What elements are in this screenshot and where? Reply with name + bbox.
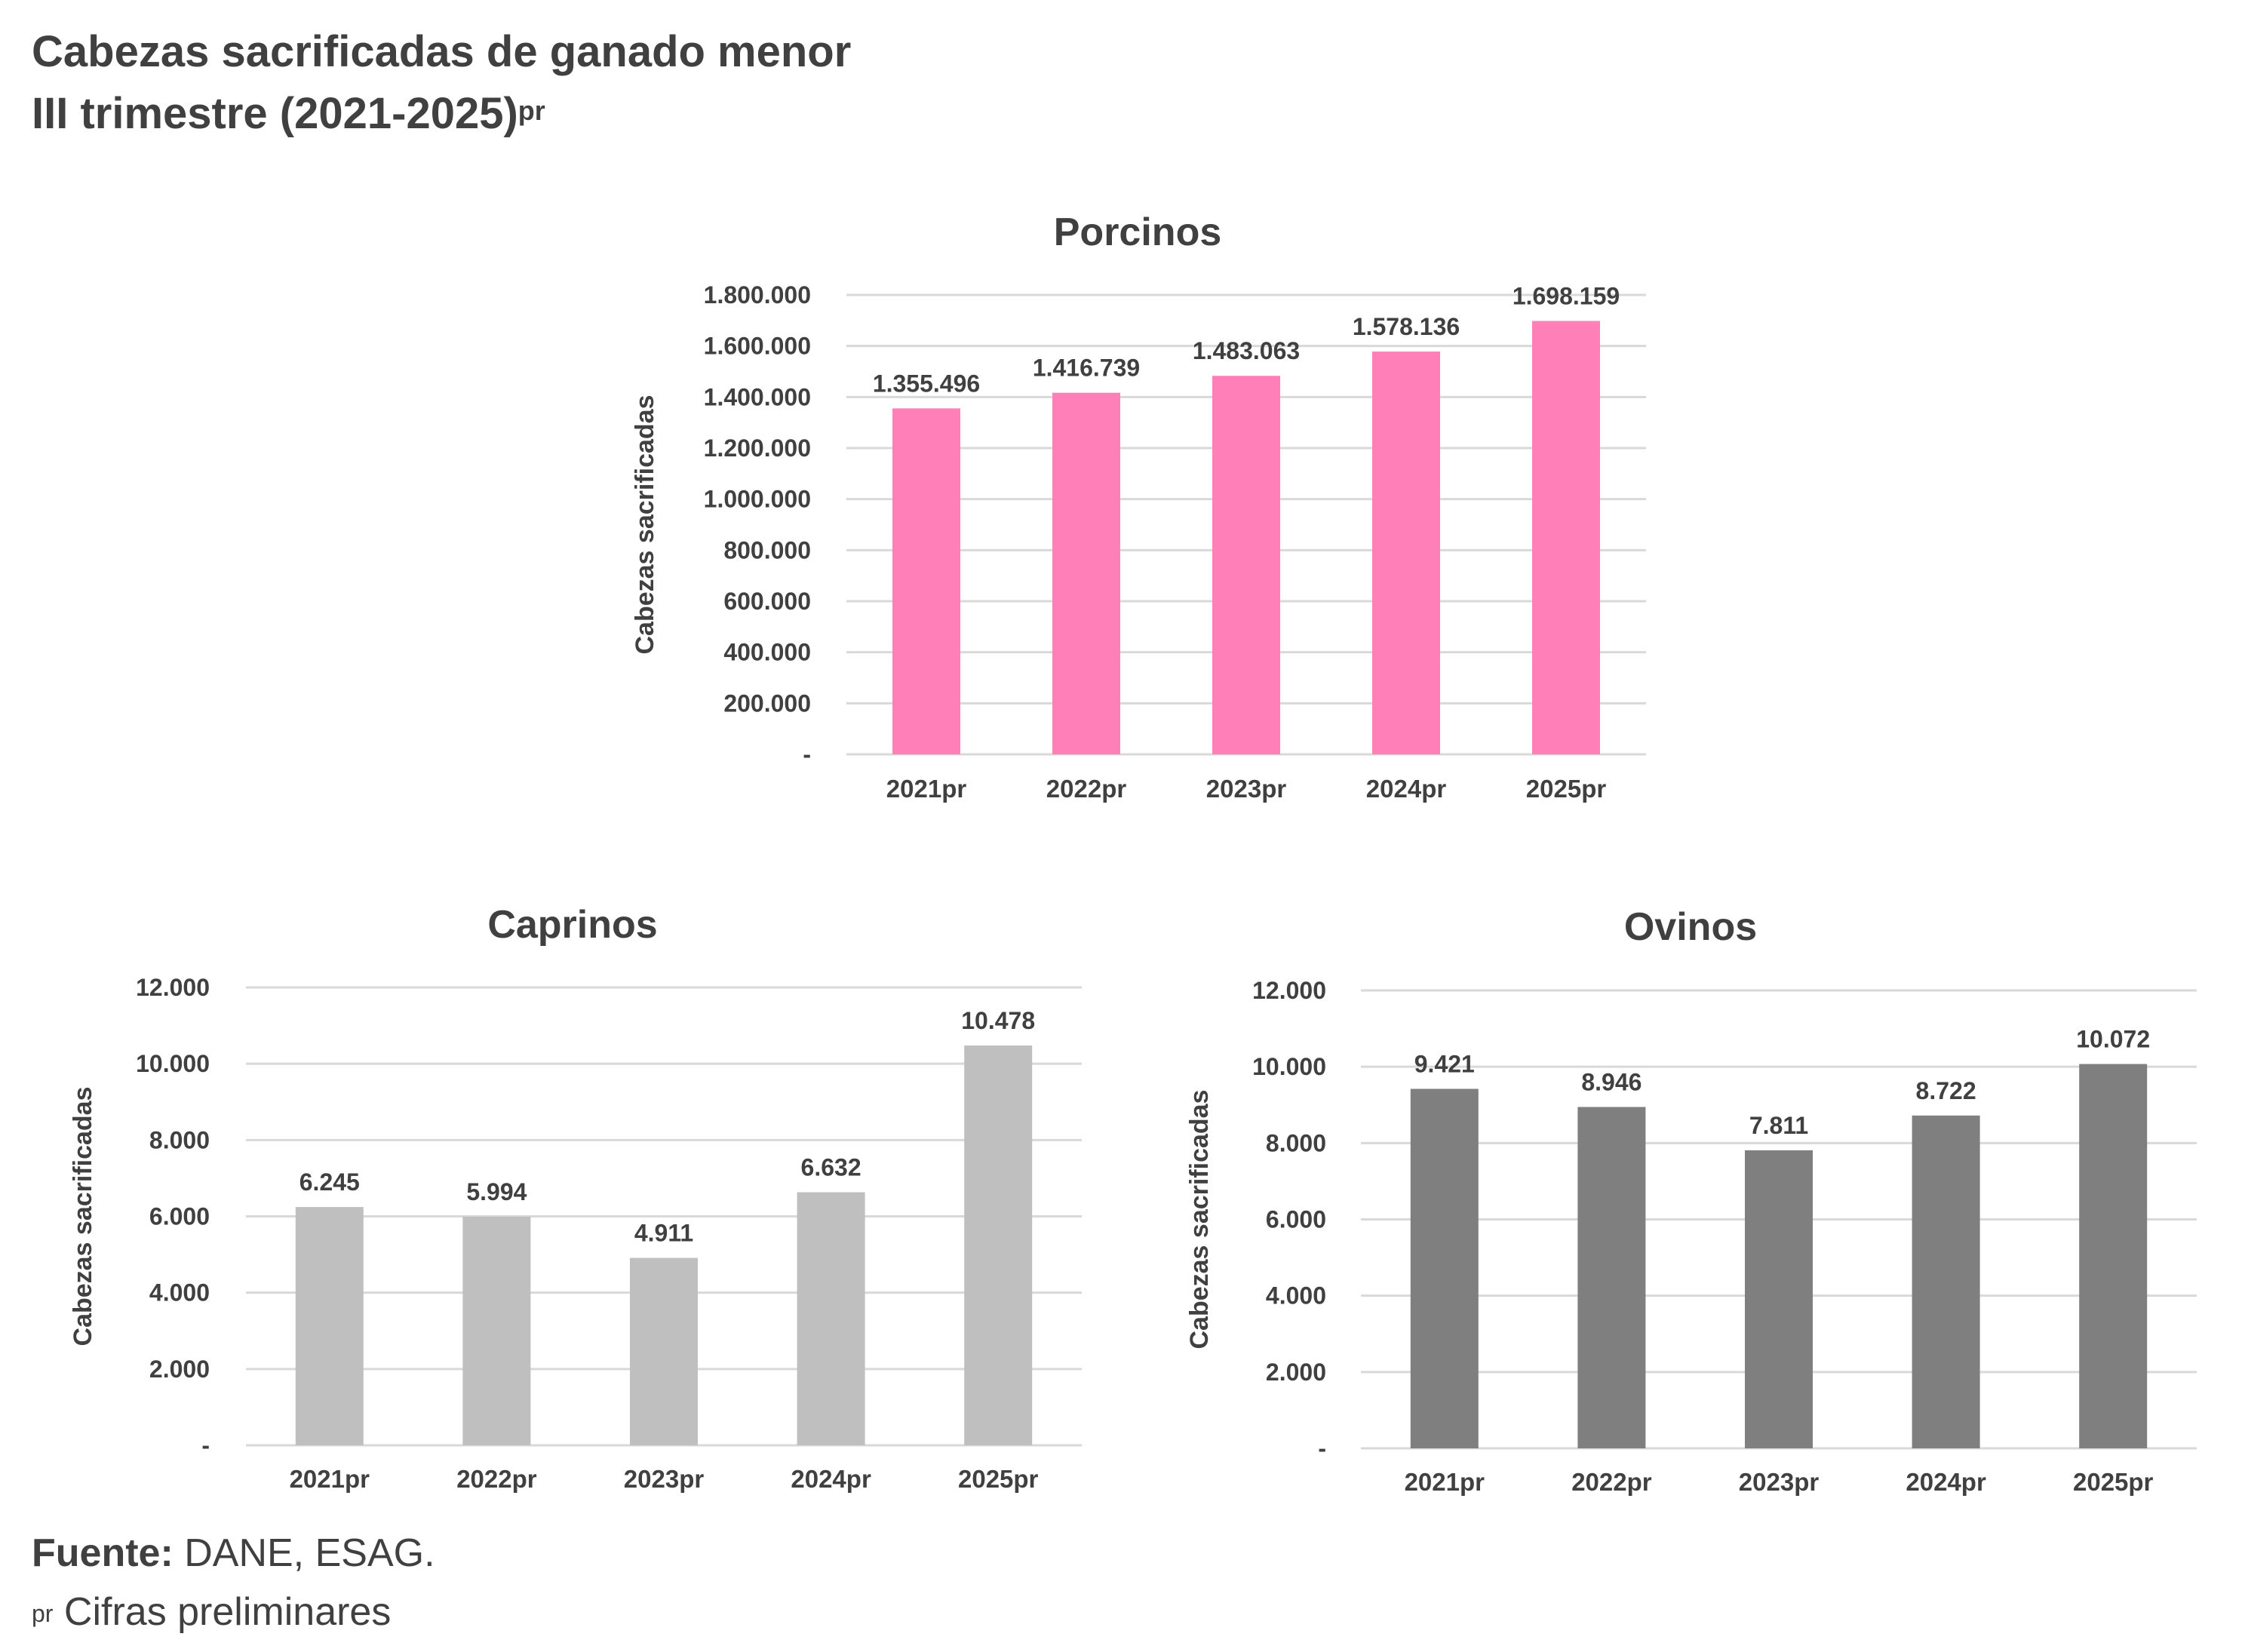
data-label-porcinos-2021pr: 1.355.496 xyxy=(873,370,980,397)
y-tick-label-ovinos: 12.000 xyxy=(1252,977,1326,1004)
data-label-caprinos-2022pr: 5.994 xyxy=(466,1178,527,1205)
preliminary-note-text: Cifras preliminares xyxy=(53,1590,392,1634)
page-title: Cabezas sacrificadas de ganado menor III… xyxy=(32,21,851,145)
x-tick-label-caprinos-2025pr: 2025pr xyxy=(958,1465,1039,1493)
y-tick-label-caprinos: 8.000 xyxy=(149,1126,210,1153)
chart-caprinos: Caprinos Cabezas sacrificadas - 2.000 4.000 6… xyxy=(69,903,1082,1493)
data-label-porcinos-2023pr: 1.483.063 xyxy=(1193,337,1300,364)
y-tick-label-porcinos: 1.600.000 xyxy=(704,333,811,360)
data-label-porcinos-2025pr: 1.698.159 xyxy=(1513,282,1620,309)
chart-porcinos: Porcinos Cabezas sacrificadas - 200.000 400.… xyxy=(631,210,1646,803)
y-tick-label-caprinos: 6.000 xyxy=(149,1203,210,1230)
x-tick-label-porcinos-2023pr: 2023pr xyxy=(1206,775,1287,803)
page-title-line-1: Cabezas sacrificadas de ganado menor xyxy=(32,27,852,76)
y-tick-label-porcinos: 1.200.000 xyxy=(704,434,811,462)
data-label-caprinos-2023pr: 4.911 xyxy=(634,1220,693,1247)
bar-caprinos-2024pr xyxy=(797,1192,865,1445)
y-tick-label-porcinos: 600.000 xyxy=(723,588,811,615)
x-tick-label-caprinos-2021pr: 2021pr xyxy=(290,1465,370,1493)
y-axis-label-porcinos: Cabezas sacrificadas xyxy=(631,395,659,655)
y-tick-label-porcinos: 400.000 xyxy=(723,639,811,666)
y-tick-label-caprinos: - xyxy=(201,1432,210,1459)
x-tick-label-caprinos-2023pr: 2023pr xyxy=(624,1465,705,1493)
data-label-ovinos-2022pr: 8.946 xyxy=(1581,1068,1642,1095)
x-tick-label-caprinos-2022pr: 2022pr xyxy=(456,1465,537,1493)
y-tick-label-porcinos: - xyxy=(803,741,811,768)
data-label-ovinos-2025pr: 10.072 xyxy=(2076,1026,2150,1053)
y-tick-label-porcinos: 1.400.000 xyxy=(704,383,811,410)
data-label-caprinos-2024pr: 6.632 xyxy=(801,1154,861,1181)
bar-porcinos-2023pr xyxy=(1212,376,1280,754)
bar-ovinos-2025pr xyxy=(2079,1064,2148,1448)
data-label-caprinos-2025pr: 10.478 xyxy=(961,1007,1035,1034)
x-tick-label-ovinos-2023pr: 2023pr xyxy=(1739,1468,1820,1496)
bar-ovinos-2023pr xyxy=(1745,1150,1813,1448)
chart-title-porcinos: Porcinos xyxy=(1054,210,1222,254)
data-label-porcinos-2024pr: 1.578.136 xyxy=(1353,313,1460,340)
page-title-line-2-text: III trimestre (2021-2025) xyxy=(32,89,518,138)
x-tick-label-ovinos-2021pr: 2021pr xyxy=(1405,1468,1485,1496)
bar-porcinos-2021pr xyxy=(892,408,960,754)
y-tick-label-caprinos: 2.000 xyxy=(149,1356,210,1383)
y-axis-label-caprinos: Cabezas sacrificadas xyxy=(69,1087,97,1346)
y-tick-label-ovinos: - xyxy=(1318,1435,1326,1462)
data-label-ovinos-2024pr: 8.722 xyxy=(1916,1077,1976,1104)
x-tick-label-porcinos-2025pr: 2025pr xyxy=(1526,775,1607,803)
bar-caprinos-2025pr xyxy=(964,1045,1033,1445)
footer: Fuente: DANE, ESAG. pr Cifras preliminar… xyxy=(32,1524,435,1641)
bar-porcinos-2025pr xyxy=(1532,321,1600,755)
y-tick-label-porcinos: 800.000 xyxy=(723,536,811,563)
bar-ovinos-2021pr xyxy=(1410,1089,1479,1448)
y-tick-label-caprinos: 10.000 xyxy=(136,1050,210,1077)
page-title-line-2: III trimestre (2021-2025)pr xyxy=(32,83,851,145)
bar-porcinos-2024pr xyxy=(1372,352,1440,755)
preliminary-note: pr Cifras preliminares xyxy=(32,1583,435,1641)
chart-title-caprinos: Caprinos xyxy=(487,903,657,947)
page-title-superscript: pr xyxy=(517,95,545,126)
bar-ovinos-2024pr xyxy=(1912,1115,1980,1448)
bar-caprinos-2022pr xyxy=(462,1216,531,1445)
bar-porcinos-2022pr xyxy=(1052,392,1120,754)
chart-title-ovinos: Ovinos xyxy=(1624,905,1757,949)
data-label-porcinos-2022pr: 1.416.739 xyxy=(1033,355,1140,382)
y-tick-label-caprinos: 12.000 xyxy=(136,974,210,1001)
source-label: Fuente: xyxy=(32,1531,174,1575)
bar-caprinos-2021pr xyxy=(295,1207,364,1445)
source-text: DANE, ESAG. xyxy=(173,1531,435,1575)
y-tick-label-caprinos: 4.000 xyxy=(149,1279,210,1307)
x-tick-label-ovinos-2024pr: 2024pr xyxy=(1906,1468,1986,1496)
y-tick-label-ovinos: 2.000 xyxy=(1266,1359,1326,1386)
x-tick-label-ovinos-2022pr: 2022pr xyxy=(1571,1468,1652,1496)
bar-caprinos-2023pr xyxy=(630,1257,698,1445)
data-label-caprinos-2021pr: 6.245 xyxy=(299,1168,360,1196)
y-tick-label-ovinos: 4.000 xyxy=(1266,1282,1326,1310)
x-tick-label-porcinos-2022pr: 2022pr xyxy=(1046,775,1127,803)
bar-ovinos-2022pr xyxy=(1577,1107,1646,1448)
chart-ovinos: Ovinos Cabezas sacrificadas - 2.000 4.000 6.0… xyxy=(1185,905,2197,1496)
y-tick-label-porcinos: 1.000.000 xyxy=(704,486,811,513)
y-tick-label-ovinos: 8.000 xyxy=(1266,1129,1326,1156)
y-tick-label-ovinos: 10.000 xyxy=(1252,1053,1326,1080)
y-axis-label-ovinos: Cabezas sacrificadas xyxy=(1185,1090,1214,1350)
y-tick-label-porcinos: 200.000 xyxy=(723,689,811,717)
y-tick-label-porcinos: 1.800.000 xyxy=(704,281,811,309)
preliminary-note-superscript: pr xyxy=(32,1600,54,1627)
source-line: Fuente: DANE, ESAG. xyxy=(32,1524,435,1583)
x-tick-label-caprinos-2024pr: 2024pr xyxy=(791,1465,871,1493)
x-tick-label-porcinos-2021pr: 2021pr xyxy=(886,775,967,803)
x-tick-label-porcinos-2024pr: 2024pr xyxy=(1366,775,1447,803)
x-tick-label-ovinos-2025pr: 2025pr xyxy=(2073,1468,2154,1496)
y-tick-label-ovinos: 6.000 xyxy=(1266,1206,1326,1233)
data-label-ovinos-2023pr: 7.811 xyxy=(1749,1112,1808,1139)
data-label-ovinos-2021pr: 9.421 xyxy=(1414,1050,1475,1077)
